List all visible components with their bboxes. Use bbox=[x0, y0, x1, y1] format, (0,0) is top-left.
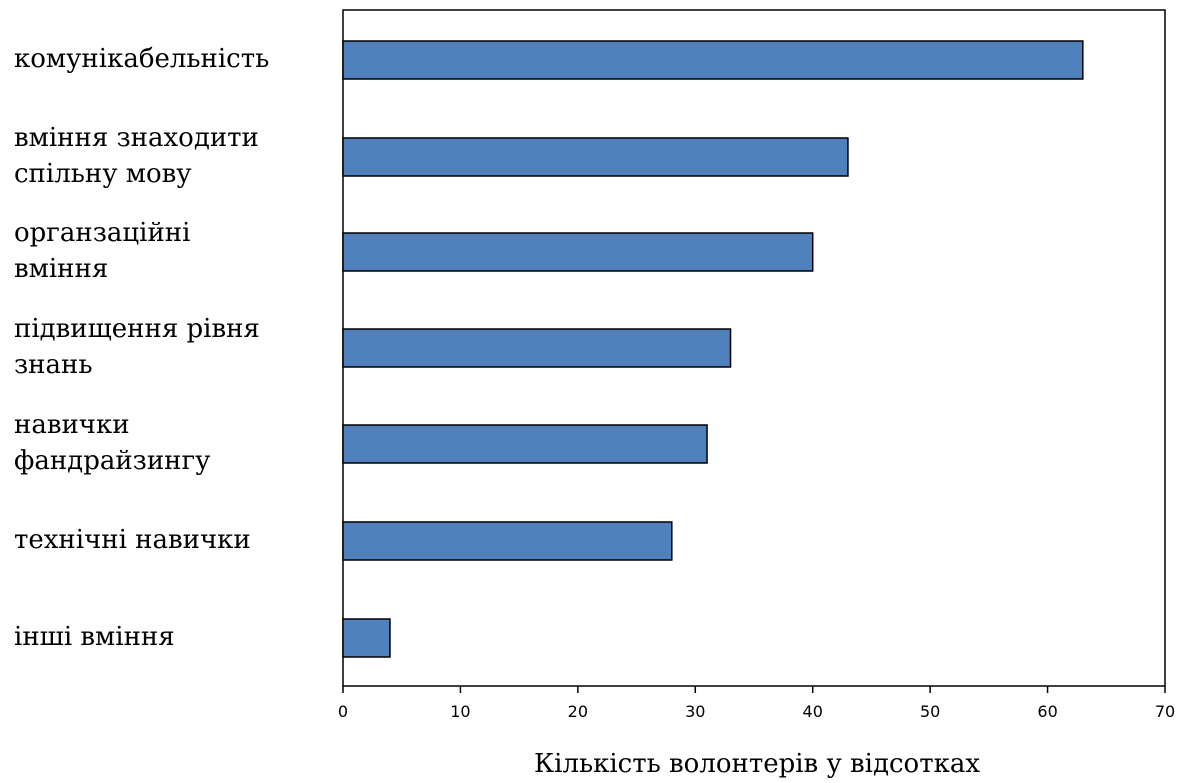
category-label: інші вміння bbox=[14, 622, 175, 652]
category-label: фандрайзингу bbox=[14, 446, 210, 476]
category-label: навички bbox=[14, 410, 130, 440]
category-label: підвищення рівня bbox=[14, 314, 260, 344]
category-label: вміння знаходити bbox=[14, 123, 259, 153]
x-tick-label: 70 bbox=[1155, 702, 1175, 721]
category-label: вміння bbox=[14, 254, 108, 284]
x-tick-label: 10 bbox=[450, 702, 470, 721]
category-label: органзаційні bbox=[14, 218, 190, 248]
x-tick-label: 60 bbox=[1037, 702, 1057, 721]
bar-3 bbox=[342, 328, 732, 368]
category-label: комунікабельність bbox=[14, 44, 269, 74]
x-tick-label: 30 bbox=[685, 702, 705, 721]
category-label: знань bbox=[14, 350, 93, 380]
x-tick-label: 40 bbox=[803, 702, 823, 721]
bars-layer bbox=[342, 40, 1084, 658]
x-axis-title: Кількість волонтерів у відсотках bbox=[534, 749, 980, 778]
x-tick-label: 20 bbox=[568, 702, 588, 721]
x-tick-label: 0 bbox=[338, 702, 348, 721]
bar-4 bbox=[342, 424, 708, 464]
bar-1 bbox=[342, 137, 849, 177]
bar-5 bbox=[342, 521, 673, 561]
category-label: спільну мову bbox=[14, 159, 192, 189]
bar-6 bbox=[342, 618, 391, 658]
bar-2 bbox=[342, 232, 814, 272]
x-axis-ticks: 0 10 20 30 40 50 60 70 bbox=[338, 686, 1175, 721]
category-labels: комунікабельність вміння знаходити спільну… bbox=[14, 44, 269, 652]
category-label: технічні навички bbox=[14, 525, 251, 555]
x-tick-label: 50 bbox=[920, 702, 940, 721]
bar-0 bbox=[342, 40, 1084, 80]
